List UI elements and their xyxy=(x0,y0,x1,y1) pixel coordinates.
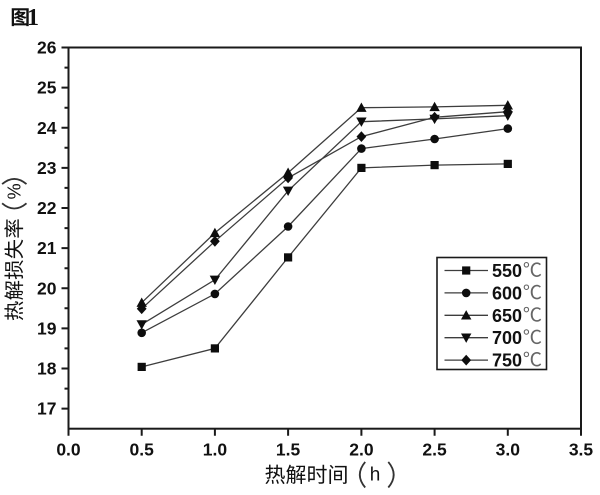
svg-text:23: 23 xyxy=(37,158,57,178)
svg-text:%: % xyxy=(4,183,24,199)
svg-text:19: 19 xyxy=(37,318,57,338)
svg-text:1.0: 1.0 xyxy=(203,440,228,460)
svg-text:22: 22 xyxy=(37,198,57,218)
svg-text:2.0: 2.0 xyxy=(349,440,374,460)
svg-text:20: 20 xyxy=(37,278,57,298)
svg-text:24: 24 xyxy=(37,118,57,138)
svg-text:750: 750 xyxy=(492,351,522,371)
svg-text:21: 21 xyxy=(37,238,57,258)
svg-text:0.5: 0.5 xyxy=(130,440,155,460)
svg-text:700: 700 xyxy=(492,328,522,348)
svg-text:600: 600 xyxy=(492,283,522,303)
svg-text:1.5: 1.5 xyxy=(276,440,301,460)
svg-text:0.0: 0.0 xyxy=(56,440,81,460)
svg-text:25: 25 xyxy=(37,78,57,98)
svg-text:3.5: 3.5 xyxy=(569,440,594,460)
svg-text:550: 550 xyxy=(492,261,522,281)
svg-text:17: 17 xyxy=(37,399,56,419)
svg-text:650: 650 xyxy=(492,306,522,326)
svg-text:h: h xyxy=(370,465,381,486)
svg-text:26: 26 xyxy=(37,38,57,58)
svg-text:2.5: 2.5 xyxy=(422,440,447,460)
svg-text:1: 1 xyxy=(27,5,39,31)
svg-text:18: 18 xyxy=(37,359,57,379)
svg-text:3.0: 3.0 xyxy=(496,440,521,460)
